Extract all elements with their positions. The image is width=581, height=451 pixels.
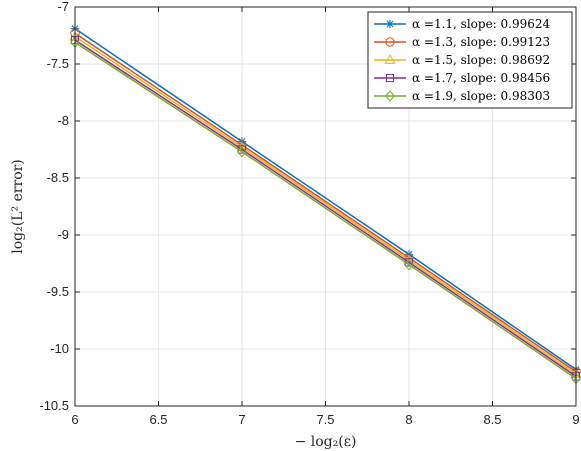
series-line (74, 32, 577, 373)
series-line (74, 28, 577, 371)
x-tick-label: 6 (71, 412, 78, 427)
y-tick-label: -10.5 (39, 398, 69, 413)
legend-item: α =1.9, slope: 0.98303 (374, 89, 550, 103)
data-point (237, 137, 247, 146)
x-axis-label: − log₂(ε) (295, 434, 357, 450)
data-point (404, 258, 414, 271)
series-5 (70, 36, 581, 385)
x-tick-label: 6.5 (149, 412, 167, 427)
legend-marker (385, 19, 395, 29)
y-tick-label: -8.5 (47, 170, 69, 185)
data-point (404, 250, 414, 259)
series-line (74, 39, 577, 377)
legend-marker (385, 37, 395, 47)
legend-label: α =1.9, slope: 0.98303 (412, 89, 550, 103)
x-tick-label: 7 (238, 412, 245, 427)
x-tick-label: 7.5 (316, 412, 334, 427)
legend: α =1.1, slope: 0.99624 α =1.3, slope: 0.9… (367, 11, 573, 109)
series-layer (69, 24, 581, 385)
data-point (236, 141, 248, 152)
legend-label: α =1.3, slope: 0.99123 (412, 35, 550, 49)
data-point (403, 254, 415, 264)
ticks: 6 6.5 7 7.5 8 8.5 9 -7 -7.5 -8 -8.5 -9 -9.5 -10 -10.5 (39, 0, 579, 427)
y-tick-label: -9.5 (47, 284, 69, 299)
legend-label: α =1.1, slope: 0.99624 (412, 17, 551, 31)
legend-item: α =1.7, slope: 0.98456 (374, 71, 550, 85)
legend-marker (385, 90, 395, 102)
series-line (74, 41, 577, 380)
series-line (74, 36, 577, 375)
y-tick-label: -7 (57, 0, 69, 14)
legend-marker (384, 54, 396, 64)
data-point (237, 146, 247, 158)
y-tick-label: -9 (57, 227, 69, 242)
legend-item: α =1.5, slope: 0.98692 (374, 53, 550, 67)
legend-label: α =1.7, slope: 0.98456 (412, 71, 550, 85)
y-axis-label: log₂(L² error) (10, 159, 26, 254)
y-tick-label: -10 (50, 341, 69, 356)
legend-item: α =1.3, slope: 0.99123 (374, 35, 550, 49)
legend-label: α =1.5, slope: 0.98692 (412, 53, 550, 67)
legend-marker (385, 73, 395, 83)
y-tick-label: -7.5 (47, 56, 69, 71)
x-tick-label: 8 (405, 412, 412, 427)
legend-item: α =1.1, slope: 0.99624 (374, 17, 551, 31)
x-tick-label: 9 (572, 412, 579, 427)
y-tick-label: -8 (57, 113, 69, 128)
x-tick-label: 8.5 (483, 412, 501, 427)
